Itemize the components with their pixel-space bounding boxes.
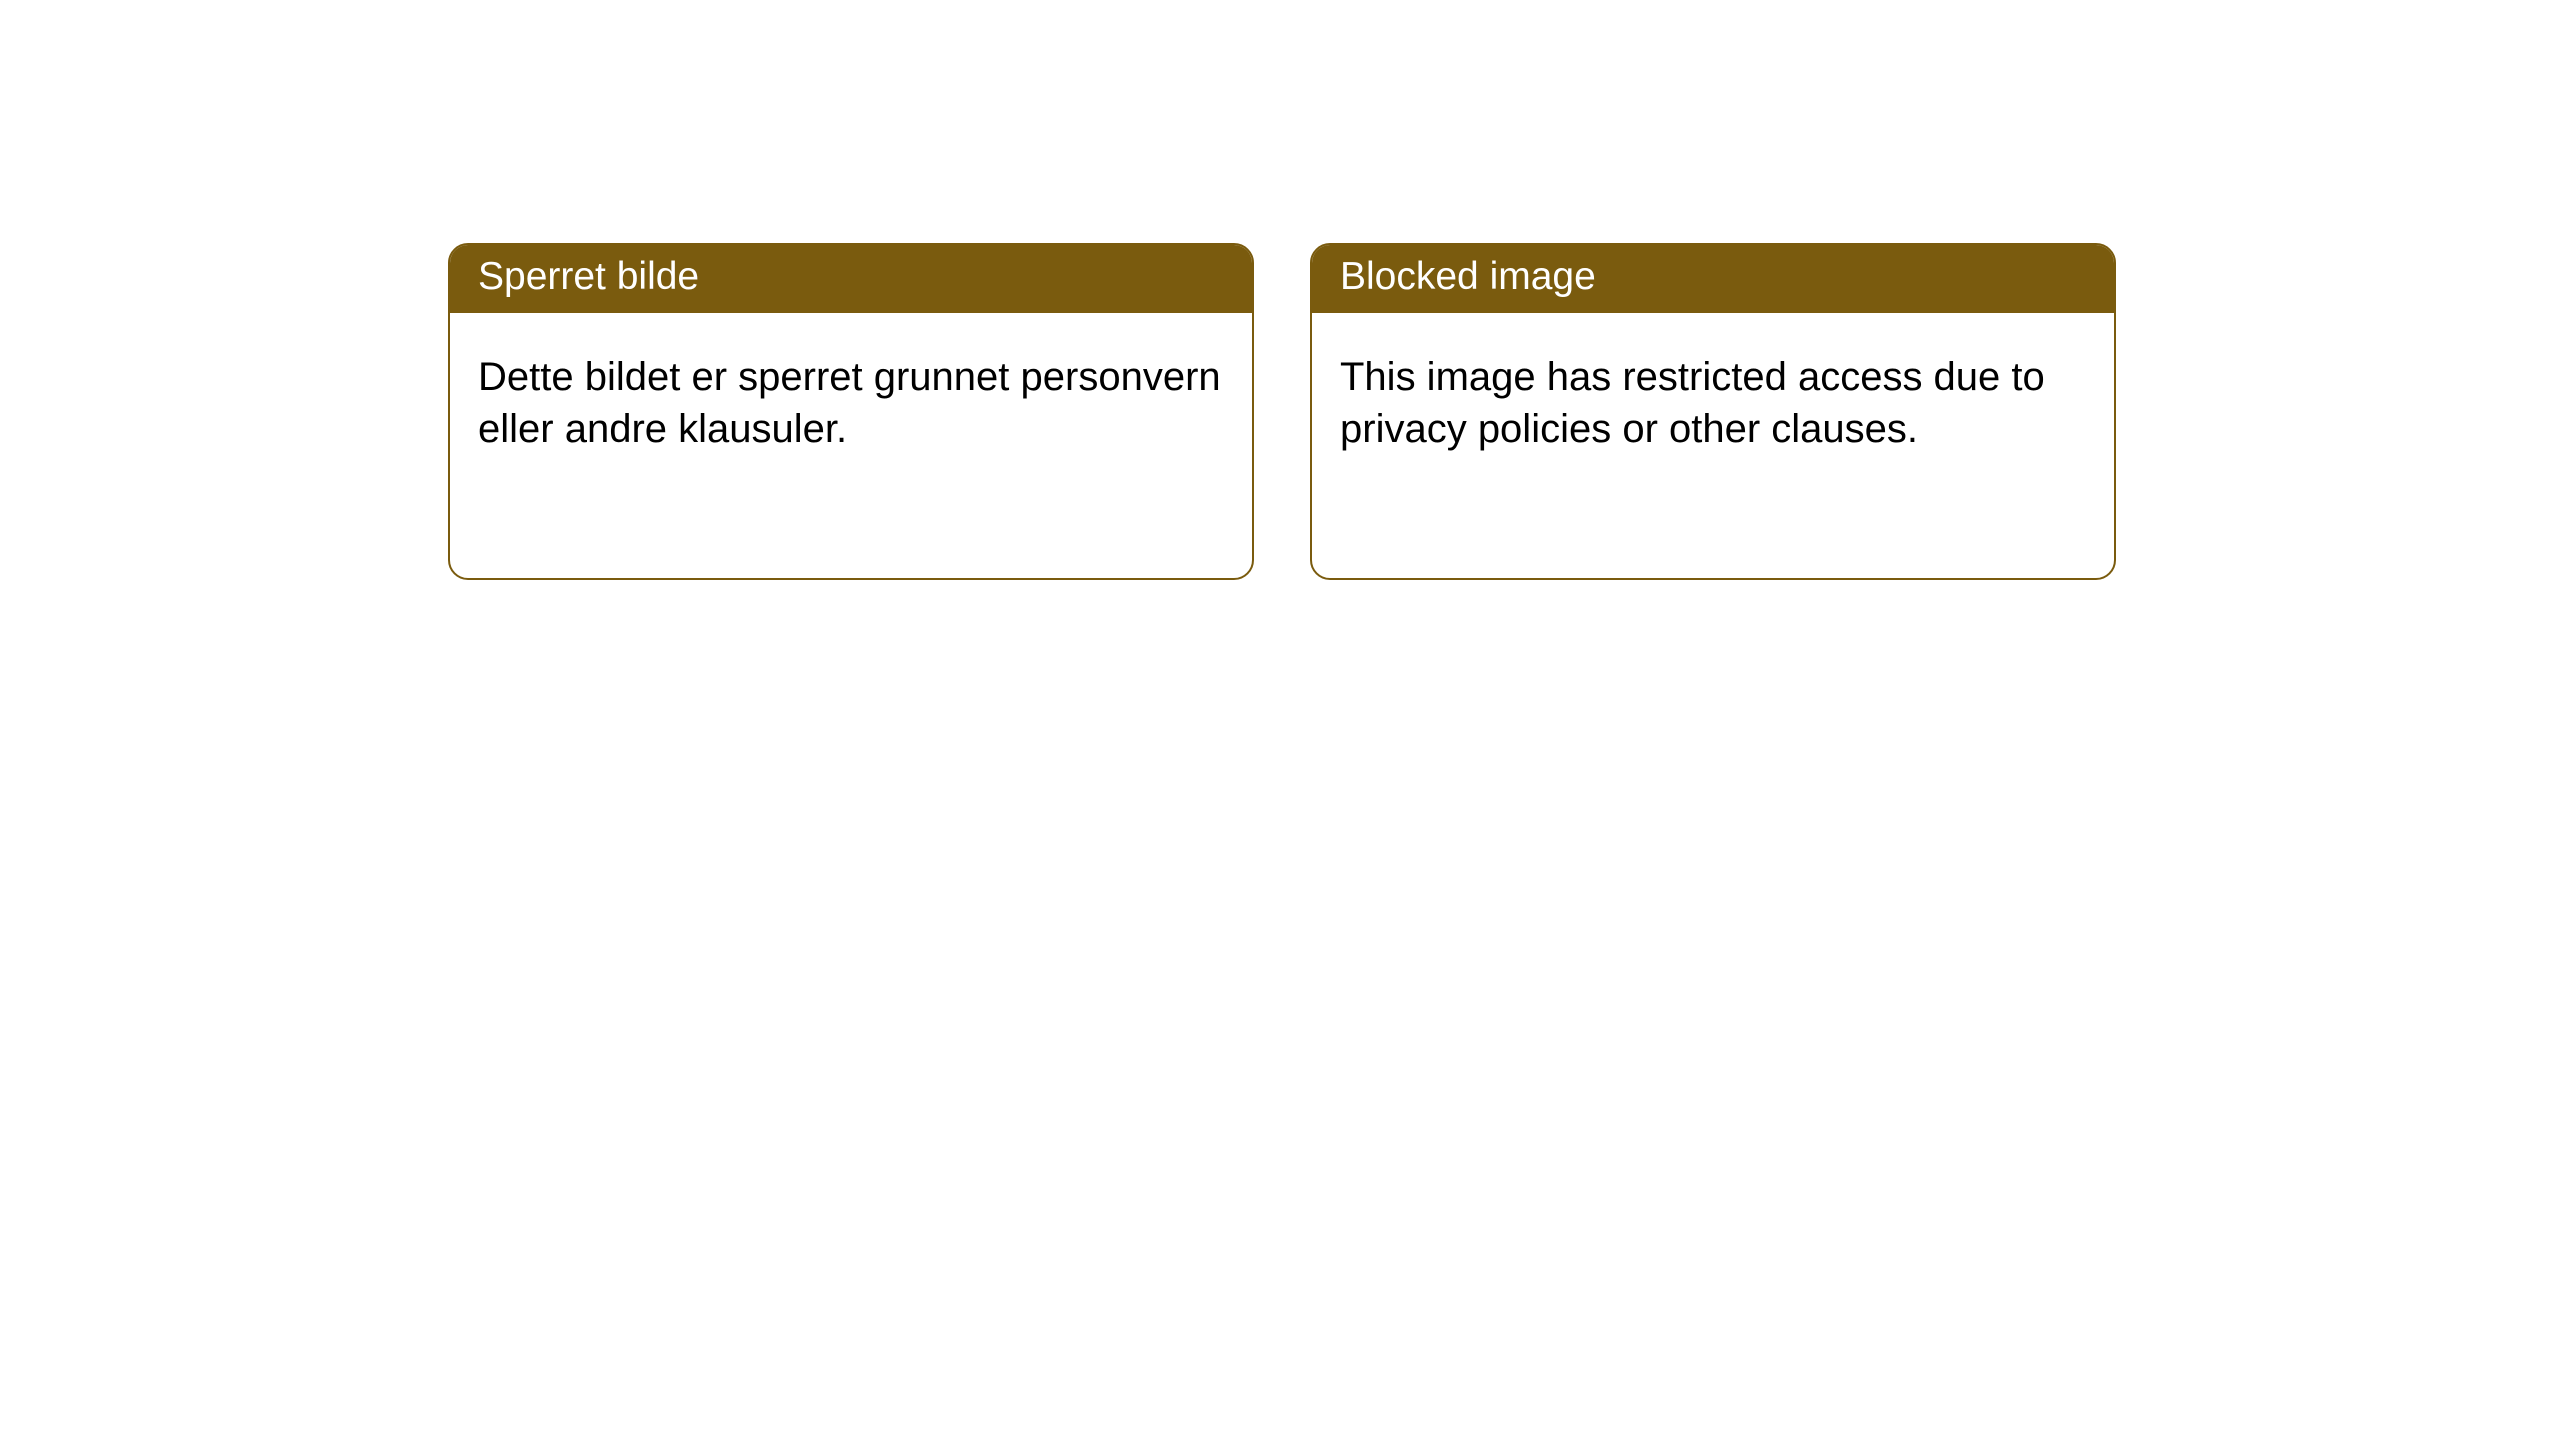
notice-container: Sperret bilde Dette bildet er sperret gr… xyxy=(0,0,2560,580)
notice-body: Dette bildet er sperret grunnet personve… xyxy=(450,313,1252,483)
notice-body: This image has restricted access due to … xyxy=(1312,313,2114,483)
notice-header: Blocked image xyxy=(1312,245,2114,313)
notice-body-text: This image has restricted access due to … xyxy=(1340,355,2045,451)
notice-header: Sperret bilde xyxy=(450,245,1252,313)
notice-body-text: Dette bildet er sperret grunnet personve… xyxy=(478,355,1221,451)
notice-title: Blocked image xyxy=(1340,255,1596,298)
notice-title: Sperret bilde xyxy=(478,255,699,298)
notice-card-norwegian: Sperret bilde Dette bildet er sperret gr… xyxy=(448,243,1254,580)
notice-card-english: Blocked image This image has restricted … xyxy=(1310,243,2116,580)
